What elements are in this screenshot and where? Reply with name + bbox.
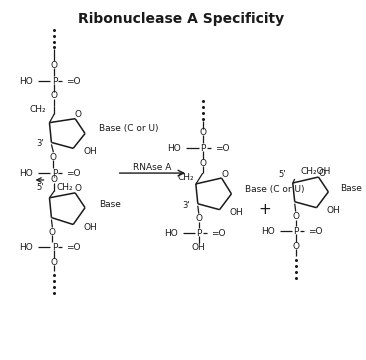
Text: Base: Base	[340, 184, 362, 193]
Text: Base (C or U): Base (C or U)	[245, 185, 305, 194]
Text: OH: OH	[83, 147, 97, 156]
Text: =O: =O	[66, 77, 81, 86]
Text: OH: OH	[229, 208, 243, 217]
Text: O: O	[51, 258, 58, 267]
Text: HO: HO	[19, 168, 33, 177]
Text: Base (C or U): Base (C or U)	[99, 124, 158, 133]
Text: HO: HO	[167, 144, 181, 153]
Text: P: P	[200, 144, 205, 153]
Text: O: O	[199, 159, 206, 168]
Text: O: O	[51, 61, 58, 70]
Text: HO: HO	[19, 243, 33, 252]
Text: O: O	[49, 228, 56, 237]
Text: P: P	[196, 229, 201, 238]
Text: HO: HO	[19, 77, 33, 86]
Text: 3': 3'	[36, 139, 44, 148]
Text: O: O	[195, 214, 202, 223]
Text: O: O	[222, 170, 229, 179]
Text: =O: =O	[307, 227, 322, 236]
Text: P: P	[52, 243, 57, 252]
Text: P: P	[52, 77, 57, 86]
Text: 5': 5'	[36, 183, 44, 192]
Text: P: P	[293, 227, 298, 236]
Text: +: +	[259, 202, 272, 217]
Text: Base: Base	[99, 200, 121, 209]
Text: =O: =O	[214, 144, 229, 153]
Text: OH: OH	[83, 223, 97, 232]
Text: CH₂: CH₂	[56, 183, 73, 192]
Text: 3': 3'	[182, 201, 190, 210]
Text: OH: OH	[192, 243, 206, 252]
Text: P: P	[52, 168, 57, 177]
Text: O: O	[50, 153, 57, 162]
Text: CH₂OH: CH₂OH	[300, 167, 331, 176]
Text: O: O	[75, 184, 82, 193]
Text: HO: HO	[261, 227, 275, 236]
Text: O: O	[75, 110, 82, 119]
Text: =O: =O	[66, 168, 81, 177]
Text: =O: =O	[66, 243, 81, 252]
Text: CH₂: CH₂	[30, 105, 46, 114]
Text: Ribonuclease A Specificity: Ribonuclease A Specificity	[78, 12, 284, 26]
Text: OH: OH	[326, 206, 340, 215]
Text: O: O	[292, 242, 299, 251]
Text: O: O	[51, 91, 58, 100]
Text: CH₂: CH₂	[177, 172, 194, 181]
Text: O: O	[51, 175, 58, 184]
Text: O: O	[199, 128, 206, 137]
Text: 5': 5'	[278, 170, 286, 179]
Text: HO: HO	[164, 229, 178, 238]
Text: =O: =O	[211, 229, 225, 238]
Text: O: O	[319, 168, 326, 177]
Text: O: O	[292, 212, 299, 221]
Text: RNAse A: RNAse A	[133, 163, 172, 172]
